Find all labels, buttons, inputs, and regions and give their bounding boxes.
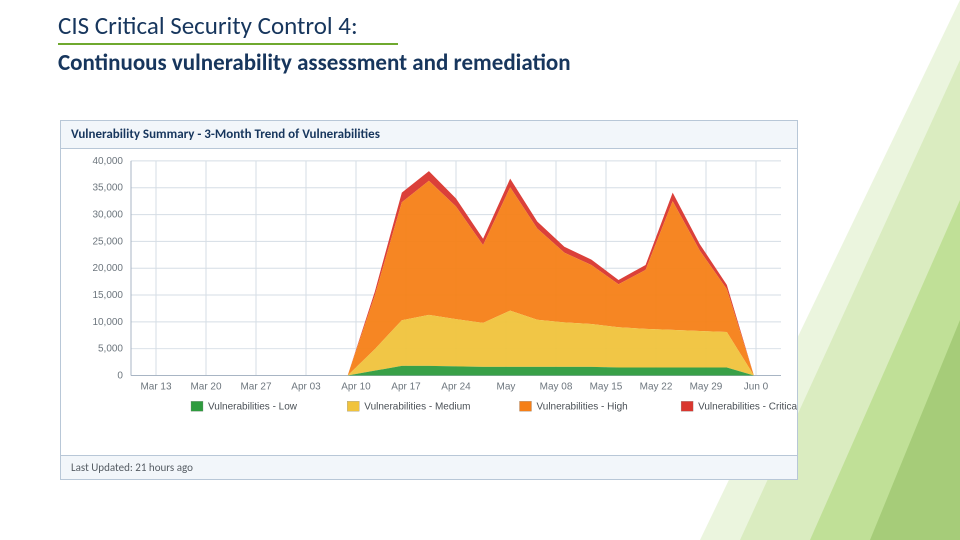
svg-text:15,000: 15,000 [92,290,123,301]
heading-block: CIS Critical Security Control 4: Continu… [58,10,571,77]
panel-footer: Last Updated: 21 hours ago [61,455,797,479]
svg-text:Apr 03: Apr 03 [291,381,321,392]
svg-text:Jun 0: Jun 0 [744,381,769,392]
svg-text:Mar 27: Mar 27 [240,381,272,392]
svg-text:May: May [497,381,516,392]
svg-text:May 29: May 29 [690,381,723,392]
heading-sub: Continuous vulnerability assessment and … [58,49,571,77]
svg-text:May 08: May 08 [540,381,573,392]
svg-text:Apr 24: Apr 24 [441,381,471,392]
svg-text:5,000: 5,000 [98,344,123,355]
svg-text:Vulnerabilities - Low: Vulnerabilities - Low [208,401,298,412]
svg-text:35,000: 35,000 [92,183,123,194]
svg-text:40,000: 40,000 [92,156,123,167]
vuln-panel: Vulnerability Summary - 3-Month Trend of… [60,120,798,480]
svg-text:Mar 20: Mar 20 [190,381,222,392]
svg-text:Vulnerabilities - High: Vulnerabilities - High [537,401,628,412]
svg-text:10,000: 10,000 [92,317,123,328]
svg-text:25,000: 25,000 [92,236,123,247]
svg-text:30,000: 30,000 [92,210,123,221]
svg-text:Mar 13: Mar 13 [140,381,172,392]
svg-text:0: 0 [117,371,123,382]
heading-main: CIS Critical Security Control 4: [58,10,398,45]
svg-text:20,000: 20,000 [92,263,123,274]
chart-area: 0 5,000 10,000 15,000 20,000 25,000 30,000 35,0… [61,149,797,453]
panel-title: Vulnerability Summary - 3-Month Trend of… [61,121,797,149]
svg-text:Apr 17: Apr 17 [391,381,421,392]
vuln-trend-chart: 0 5,000 10,000 15,000 20,000 25,000 30,000 35,0… [61,149,797,453]
svg-text:May 15: May 15 [590,381,623,392]
svg-text:May 22: May 22 [640,381,673,392]
svg-text:Apr 10: Apr 10 [341,381,371,392]
svg-text:Vulnerabilities - Medium: Vulnerabilities - Medium [364,401,470,412]
svg-text:Vulnerabilities - Critical: Vulnerabilities - Critical [698,401,797,412]
